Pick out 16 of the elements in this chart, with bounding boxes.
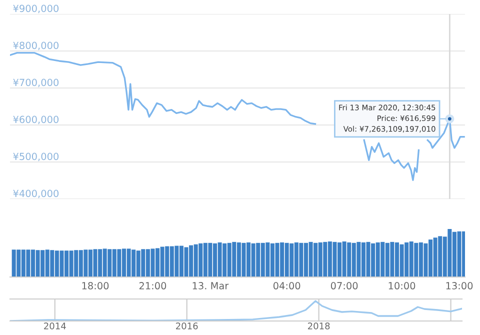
y-tick-label: ¥500,000 [13, 152, 59, 162]
x-tick-label: 10:00 [388, 282, 416, 290]
x-tick-label: 13. Mar [192, 282, 229, 290]
y-tick-label: ¥700,000 [13, 78, 59, 88]
x-tick-label: 2016 [176, 322, 198, 330]
x-tick-label: 18:00 [82, 282, 109, 290]
y-tick-label: ¥400,000 [13, 190, 59, 198]
x-tick-label: 2018 [308, 322, 330, 330]
x-tick-label: 07:00 [330, 282, 358, 290]
y-tick-label: ¥600,000 [13, 116, 59, 124]
y-tick-label: ¥900,000 [13, 4, 59, 14]
x-tick-label: 2014 [44, 322, 66, 330]
x-tick-label: 13:00 [446, 282, 473, 290]
x-tick-label: 04:00 [273, 282, 300, 290]
x-tick-label: 21:00 [139, 282, 166, 290]
y-tick-label: ¥800,000 [13, 42, 59, 50]
